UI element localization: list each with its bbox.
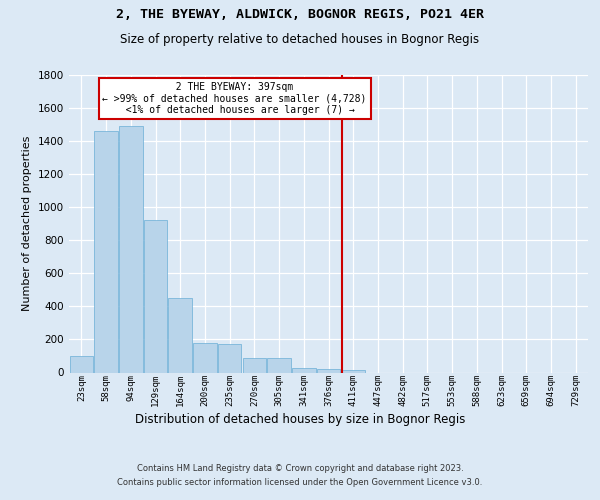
Text: 2 THE BYEWAY: 397sqm  
← >99% of detached houses are smaller (4,728)
  <1% of de: 2 THE BYEWAY: 397sqm ← >99% of detached … <box>103 82 367 115</box>
Bar <box>268 358 291 372</box>
Bar <box>70 356 93 372</box>
Bar <box>94 131 118 372</box>
Text: Size of property relative to detached houses in Bognor Regis: Size of property relative to detached ho… <box>121 32 479 46</box>
Text: Distribution of detached houses by size in Bognor Regis: Distribution of detached houses by size … <box>135 412 465 426</box>
Text: Contains HM Land Registry data © Crown copyright and database right 2023.: Contains HM Land Registry data © Crown c… <box>137 464 463 473</box>
Bar <box>218 344 241 372</box>
Bar <box>341 370 365 372</box>
Bar <box>193 343 217 372</box>
Text: 2, THE BYEWAY, ALDWICK, BOGNOR REGIS, PO21 4ER: 2, THE BYEWAY, ALDWICK, BOGNOR REGIS, PO… <box>116 8 484 20</box>
Bar <box>292 368 316 372</box>
Bar <box>242 358 266 372</box>
Text: Contains public sector information licensed under the Open Government Licence v3: Contains public sector information licen… <box>118 478 482 487</box>
Bar <box>144 220 167 372</box>
Bar <box>317 369 340 372</box>
Y-axis label: Number of detached properties: Number of detached properties <box>22 136 32 312</box>
Bar <box>119 126 143 372</box>
Bar <box>169 298 192 372</box>
